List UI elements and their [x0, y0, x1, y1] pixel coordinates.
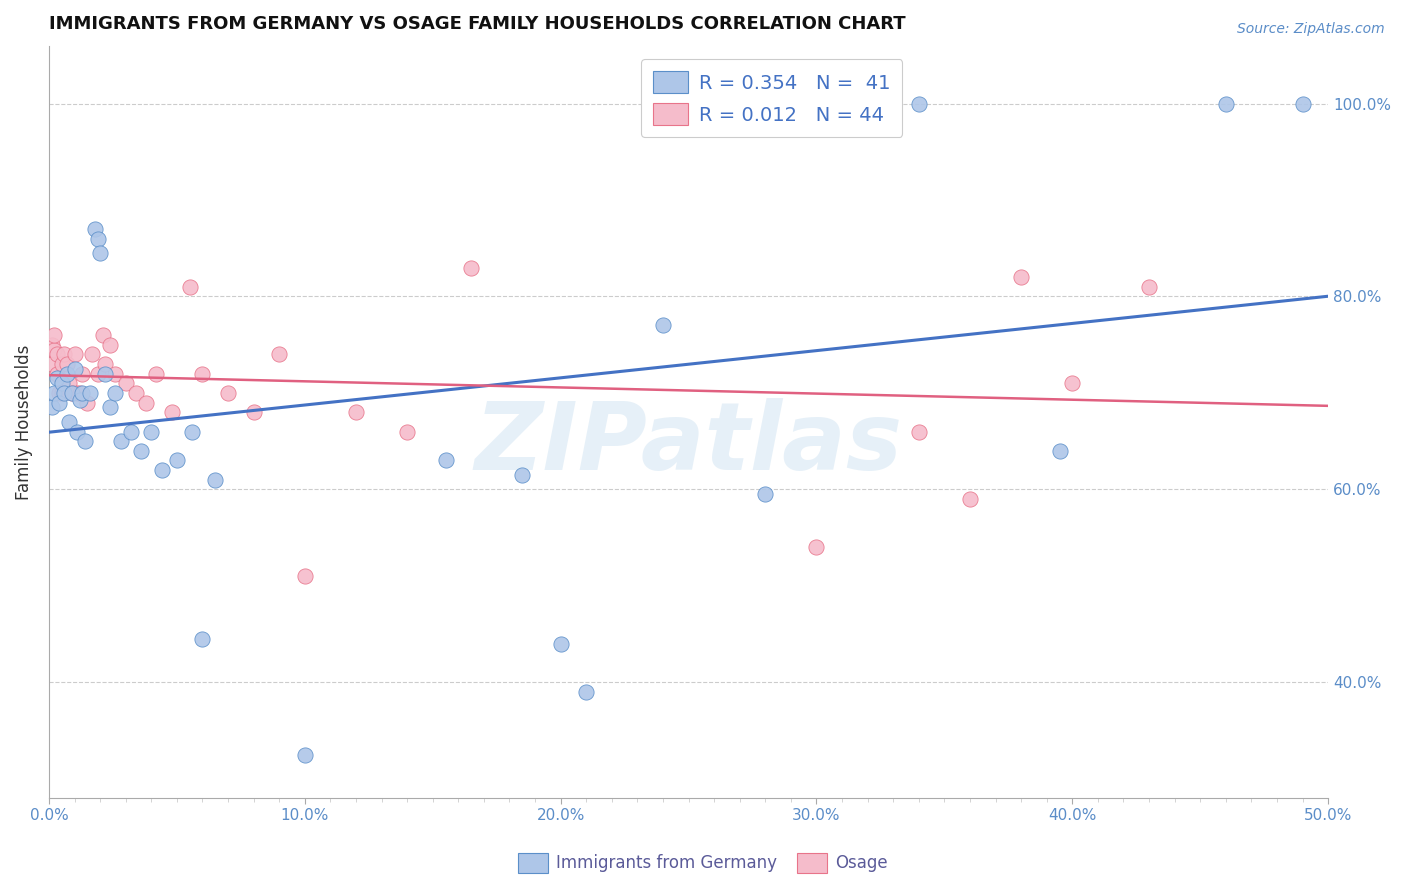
- Point: [114, 376, 136, 391]
- Point: [204, 473, 226, 487]
- Point: [125, 386, 148, 401]
- Point: [48, 386, 70, 401]
- Legend: R = 0.354   N =  41, R = 0.012   N = 44: R = 0.354 N = 41, R = 0.012 N = 44: [641, 59, 903, 137]
- Point: [91, 328, 114, 343]
- Point: [179, 280, 201, 294]
- Point: [86, 367, 108, 381]
- Point: [100, 337, 122, 351]
- Point: [76, 395, 98, 409]
- Text: ZIPatlas: ZIPatlas: [474, 399, 903, 491]
- Point: [45, 371, 67, 385]
- Point: [69, 386, 91, 401]
- Point: [60, 386, 83, 401]
- Point: [56, 367, 79, 381]
- Text: IMMIGRANTS FROM GERMANY VS OSAGE FAMILY HOUSEHOLDS CORRELATION CHART: IMMIGRANTS FROM GERMANY VS OSAGE FAMILY …: [49, 15, 905, 33]
- Point: [48, 395, 70, 409]
- Point: [41, 357, 63, 371]
- Point: [907, 96, 929, 111]
- Point: [120, 425, 142, 439]
- Point: [53, 347, 76, 361]
- Point: [1049, 443, 1071, 458]
- Text: Source: ZipAtlas.com: Source: ZipAtlas.com: [1237, 22, 1385, 37]
- Point: [100, 401, 122, 415]
- Point: [269, 347, 291, 361]
- Point: [82, 347, 104, 361]
- Point: [1062, 376, 1084, 391]
- Point: [191, 632, 214, 646]
- Point: [150, 463, 173, 477]
- Point: [58, 376, 80, 391]
- Point: [63, 361, 86, 376]
- Point: [550, 637, 572, 651]
- Point: [41, 337, 63, 351]
- Point: [51, 376, 73, 391]
- Point: [56, 357, 79, 371]
- Point: [70, 367, 93, 381]
- Point: [396, 425, 419, 439]
- Point: [60, 386, 83, 401]
- Point: [94, 367, 117, 381]
- Point: [129, 443, 152, 458]
- Point: [51, 357, 73, 371]
- Point: [66, 386, 89, 401]
- Point: [89, 246, 111, 260]
- Point: [42, 386, 65, 401]
- Point: [652, 318, 675, 333]
- Point: [84, 222, 107, 236]
- Point: [53, 386, 76, 401]
- Point: [51, 386, 73, 401]
- Point: [45, 347, 67, 361]
- Point: [73, 434, 96, 449]
- Legend: Immigrants from Germany, Osage: Immigrants from Germany, Osage: [512, 847, 894, 880]
- Point: [58, 415, 80, 429]
- Y-axis label: Family Households: Family Households: [15, 344, 32, 500]
- Point: [217, 386, 239, 401]
- Point: [754, 487, 776, 501]
- Point: [1137, 280, 1160, 294]
- Point: [94, 357, 117, 371]
- Point: [434, 453, 457, 467]
- Point: [191, 367, 214, 381]
- Point: [66, 425, 89, 439]
- Point: [45, 367, 67, 381]
- Point: [181, 425, 204, 439]
- Point: [242, 405, 264, 419]
- Point: [86, 231, 108, 245]
- Point: [1291, 96, 1313, 111]
- Point: [42, 343, 65, 357]
- Point: [135, 395, 157, 409]
- Point: [63, 347, 86, 361]
- Point: [104, 367, 127, 381]
- Point: [1215, 96, 1237, 111]
- Point: [104, 386, 127, 401]
- Point: [42, 328, 65, 343]
- Point: [79, 386, 101, 401]
- Point: [575, 685, 598, 699]
- Point: [344, 405, 367, 419]
- Point: [959, 491, 981, 506]
- Point: [907, 425, 929, 439]
- Point: [294, 569, 316, 583]
- Point: [1010, 270, 1032, 285]
- Point: [145, 367, 167, 381]
- Point: [460, 260, 482, 275]
- Point: [69, 392, 91, 407]
- Point: [41, 401, 63, 415]
- Point: [294, 747, 316, 762]
- Point: [110, 434, 132, 449]
- Point: [166, 453, 188, 467]
- Point: [70, 386, 93, 401]
- Point: [141, 425, 163, 439]
- Point: [510, 467, 533, 482]
- Point: [806, 541, 828, 555]
- Point: [160, 405, 183, 419]
